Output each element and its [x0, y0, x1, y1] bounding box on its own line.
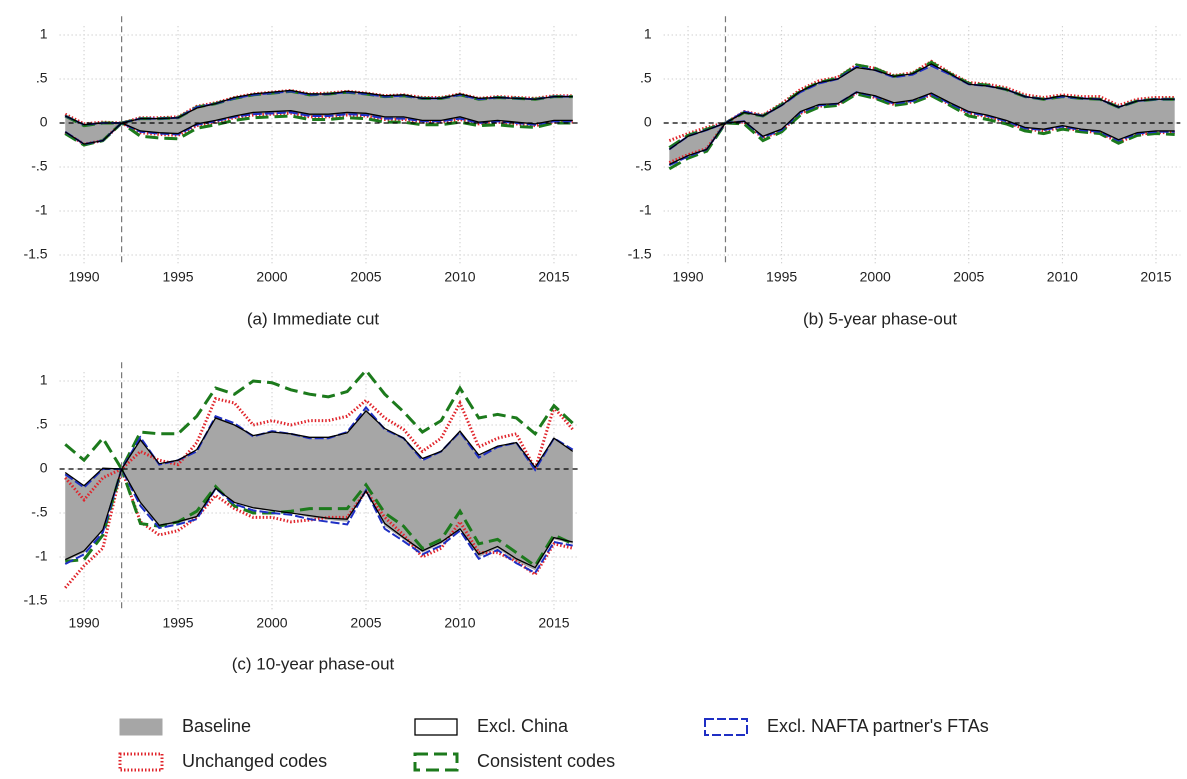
- x-tick-label: 2015: [538, 269, 569, 285]
- band-line: [668, 63, 1175, 150]
- y-tick-label: 0: [40, 114, 48, 130]
- legend-label: Excl. NAFTA partner's FTAs: [767, 716, 989, 736]
- band-line: [64, 111, 573, 146]
- x-tick-label: 1995: [162, 615, 193, 631]
- band-line: [64, 396, 574, 503]
- panel: 1 .5 0 -.5 -1 -1.5 1990 1995 2000 2005 2010 2015 (c)…: [23, 362, 579, 673]
- band-line: [64, 467, 573, 569]
- legend-label: Baseline: [182, 716, 251, 736]
- x-tick-label: 2000: [256, 269, 287, 285]
- y-tick-label: .5: [640, 70, 652, 86]
- x-tick-label: 2010: [444, 615, 475, 631]
- x-tick-label: 2015: [1140, 269, 1171, 285]
- band-area: [669, 65, 1175, 166]
- x-tick-label: 2010: [444, 269, 475, 285]
- y-tick-label: -1.5: [23, 246, 47, 262]
- band-line: [65, 464, 574, 568]
- band-line: [669, 91, 1175, 165]
- band-line: [668, 64, 1175, 151]
- y-tick-label: -1: [639, 202, 652, 218]
- band-line: [64, 466, 573, 575]
- y-tick-label: -1.5: [628, 246, 652, 262]
- band-line: [64, 463, 574, 589]
- y-tick-label: .5: [36, 70, 48, 86]
- legend-swatch: [118, 752, 164, 772]
- x-tick-label: 2000: [256, 615, 287, 631]
- panel-caption: (a) Immediate cut: [247, 309, 380, 328]
- band-line: [64, 89, 573, 126]
- legend-label: Excl. China: [477, 716, 569, 736]
- x-tick-label: 1995: [766, 269, 797, 285]
- x-tick-label: 2005: [953, 269, 984, 285]
- y-tick-label: 0: [644, 114, 652, 130]
- panel-caption: (b) 5-year phase-out: [803, 309, 957, 328]
- band-line: [64, 110, 573, 145]
- y-tick-label: 0: [40, 460, 48, 476]
- band-line: [64, 368, 574, 473]
- x-tick-label: 1995: [162, 269, 193, 285]
- y-tick-label: -.5: [31, 504, 48, 520]
- x-tick-label: 2015: [538, 615, 569, 631]
- band-area: [65, 409, 573, 571]
- legend-swatch: [414, 718, 458, 736]
- y-tick-label: 1: [40, 26, 48, 42]
- x-tick-label: 2010: [1047, 269, 1078, 285]
- legend-swatch: [704, 718, 748, 736]
- y-tick-label: 1: [40, 372, 48, 388]
- x-tick-label: 2005: [350, 615, 381, 631]
- legend-swatch: [413, 752, 459, 772]
- x-tick-label: 2000: [860, 269, 891, 285]
- legend-label: Consistent codes: [477, 751, 615, 771]
- x-tick-label: 2005: [350, 269, 381, 285]
- y-tick-label: .5: [36, 416, 48, 432]
- y-tick-label: -.5: [635, 158, 652, 174]
- panel: 1 .5 0 -.5 -1 -1.5 1990 1995 2000 2005 2010 2015 (b)…: [628, 16, 1181, 328]
- panel-caption: (c) 10-year phase-out: [232, 654, 395, 673]
- y-tick-label: -1: [35, 548, 48, 564]
- y-tick-label: -1.5: [23, 592, 47, 608]
- band-line: [668, 92, 1175, 171]
- band-line: [64, 409, 574, 487]
- x-tick-label: 1990: [672, 269, 703, 285]
- legend-swatch: [119, 718, 163, 736]
- y-tick-label: -1: [35, 202, 48, 218]
- band-area: [65, 91, 573, 145]
- band-line: [64, 114, 573, 147]
- x-tick-label: 1990: [68, 269, 99, 285]
- y-tick-label: 1: [644, 26, 652, 42]
- x-tick-label: 1990: [68, 615, 99, 631]
- panel: 1 .5 0 -.5 -1 -1.5 1990 1995 2000 2005 2010 2015 (a)…: [23, 16, 579, 328]
- legend-label: Unchanged codes: [182, 751, 327, 771]
- y-tick-label: -.5: [31, 158, 48, 174]
